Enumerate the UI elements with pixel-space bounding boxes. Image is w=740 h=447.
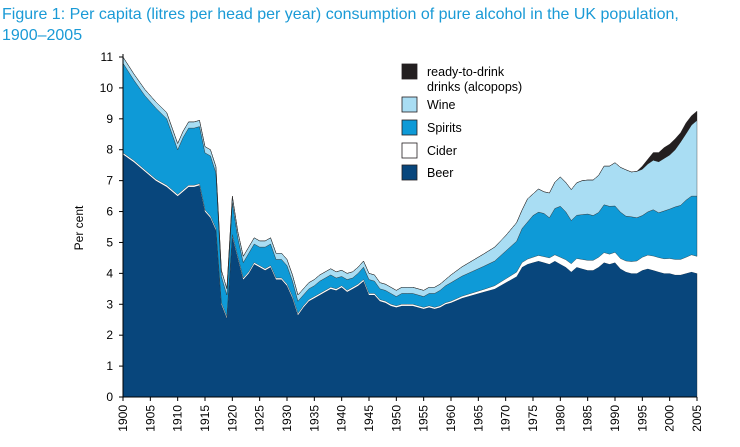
x-tick-label: 1920 [225, 405, 239, 432]
x-tick-label: 1945 [362, 405, 376, 432]
x-tick-label: 1970 [499, 405, 513, 432]
y-tick-label: 9 [106, 112, 113, 126]
x-tick-label: 1975 [526, 405, 540, 432]
y-tick-label: 10 [100, 81, 114, 95]
y-tick-label: 2 [106, 328, 113, 342]
legend-swatch-beer [401, 164, 418, 181]
x-tick-label: 1960 [444, 405, 458, 432]
area-series-rtd [122, 56, 698, 296]
legend-label-spirits: Spirits [427, 121, 462, 135]
y-tick-label: 11 [101, 50, 114, 64]
chart-title-line-2: 1900–2005 [2, 27, 83, 44]
chart-title-line-1: Figure 1: Per capita (litres per head pe… [2, 6, 679, 23]
legend-label-cider: Cider [427, 144, 457, 158]
x-tick-label: 1900 [116, 405, 130, 432]
x-tick-label: 1995 [635, 405, 649, 432]
x-tick-label: 1930 [280, 405, 294, 432]
legend-swatch-wine [401, 96, 418, 113]
x-tick-label: 1925 [253, 405, 267, 432]
x-tick-label: 1965 [471, 405, 485, 432]
legend-swatch-cider [401, 142, 418, 159]
x-tick-label: 1935 [307, 405, 321, 432]
legend-swatch-rtd [401, 63, 418, 80]
x-tick-label: 1990 [608, 405, 622, 432]
x-tick-label: 1950 [389, 405, 403, 432]
y-tick-label: 0 [106, 390, 113, 404]
legend-item-spirits: Spirits [401, 119, 462, 136]
y-tick-label: 3 [106, 297, 113, 311]
chart-title: Figure 1: Per capita (litres per head pe… [2, 4, 732, 46]
y-tick-labels: 0 1 2 3 4 5 6 7 8 9 10 11 [100, 50, 114, 404]
y-tick-label: 5 [106, 235, 113, 249]
x-tick-label: 1905 [143, 405, 157, 432]
y-tick-label: 4 [106, 266, 113, 280]
legend-label-rtd-line-2: drinks (alcopops) [427, 80, 522, 94]
legend-swatch-spirits [401, 119, 418, 136]
x-tick-label: 2005 [690, 405, 704, 432]
legend-item-cider: Cider [401, 142, 457, 159]
y-tick-label: 1 [106, 359, 113, 373]
x-tick-label: 1910 [171, 405, 185, 432]
axes [119, 54, 698, 401]
y-tick-label: 8 [106, 143, 113, 157]
x-tick-label: 1985 [581, 405, 595, 432]
legend-label-rtd: ready-to-drink [427, 65, 505, 79]
y-axis-title: Per cent [72, 205, 86, 250]
legend-label-wine: Wine [427, 98, 456, 112]
y-tick-label: 6 [106, 205, 113, 219]
x-tick-labels: 1900 1905 1910 1915 1920 1925 1930 1935 1940 1945… [116, 405, 704, 432]
x-tick-label: 2000 [663, 405, 677, 432]
y-tick-label: 7 [106, 174, 113, 188]
x-tick-label: 1980 [553, 405, 567, 432]
x-tick-label: 1915 [198, 405, 212, 432]
x-tick-label: 1955 [417, 405, 431, 432]
x-tick-label: 1940 [335, 405, 349, 432]
legend-item-beer: Beer [401, 164, 453, 181]
legend-item-wine: Wine [401, 96, 456, 113]
legend-label-beer: Beer [427, 166, 453, 180]
